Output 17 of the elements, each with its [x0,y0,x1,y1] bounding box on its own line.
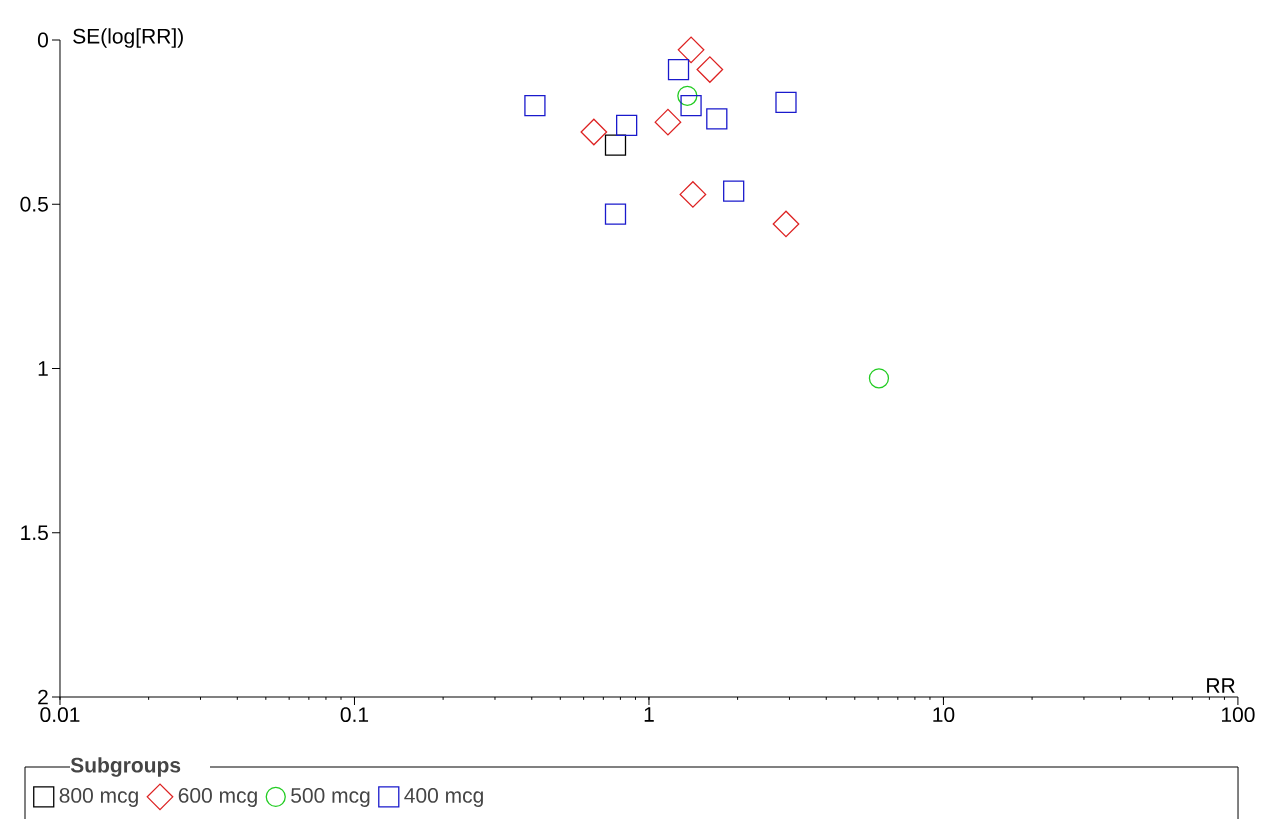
legend-label: 500 mcg [291,787,370,807]
y-tick-label: 0 [37,32,48,48]
x-axis-title: RR [1207,678,1235,693]
y-tick-label: 0.5 [20,196,48,212]
x-tick-label: 0.1 [340,707,369,723]
x-tick-label: 100 [1221,707,1255,723]
legend-title: Subgroups [70,757,181,777]
x-tick-label: 10 [933,707,955,723]
legend-label: 400 mcg [404,787,483,807]
y-tick-label: 2 [38,689,48,705]
y-tick-label: 1.5 [21,525,48,541]
x-tick-label: 1 [644,707,654,722]
legend-label: 800 mcg [59,787,138,807]
y-tick-label: 1 [38,361,48,376]
x-tick-label: 0.01 [40,707,80,723]
y-axis-title: SE(log[RR]) [73,28,183,48]
legend-label: 600 mcg [178,787,257,807]
